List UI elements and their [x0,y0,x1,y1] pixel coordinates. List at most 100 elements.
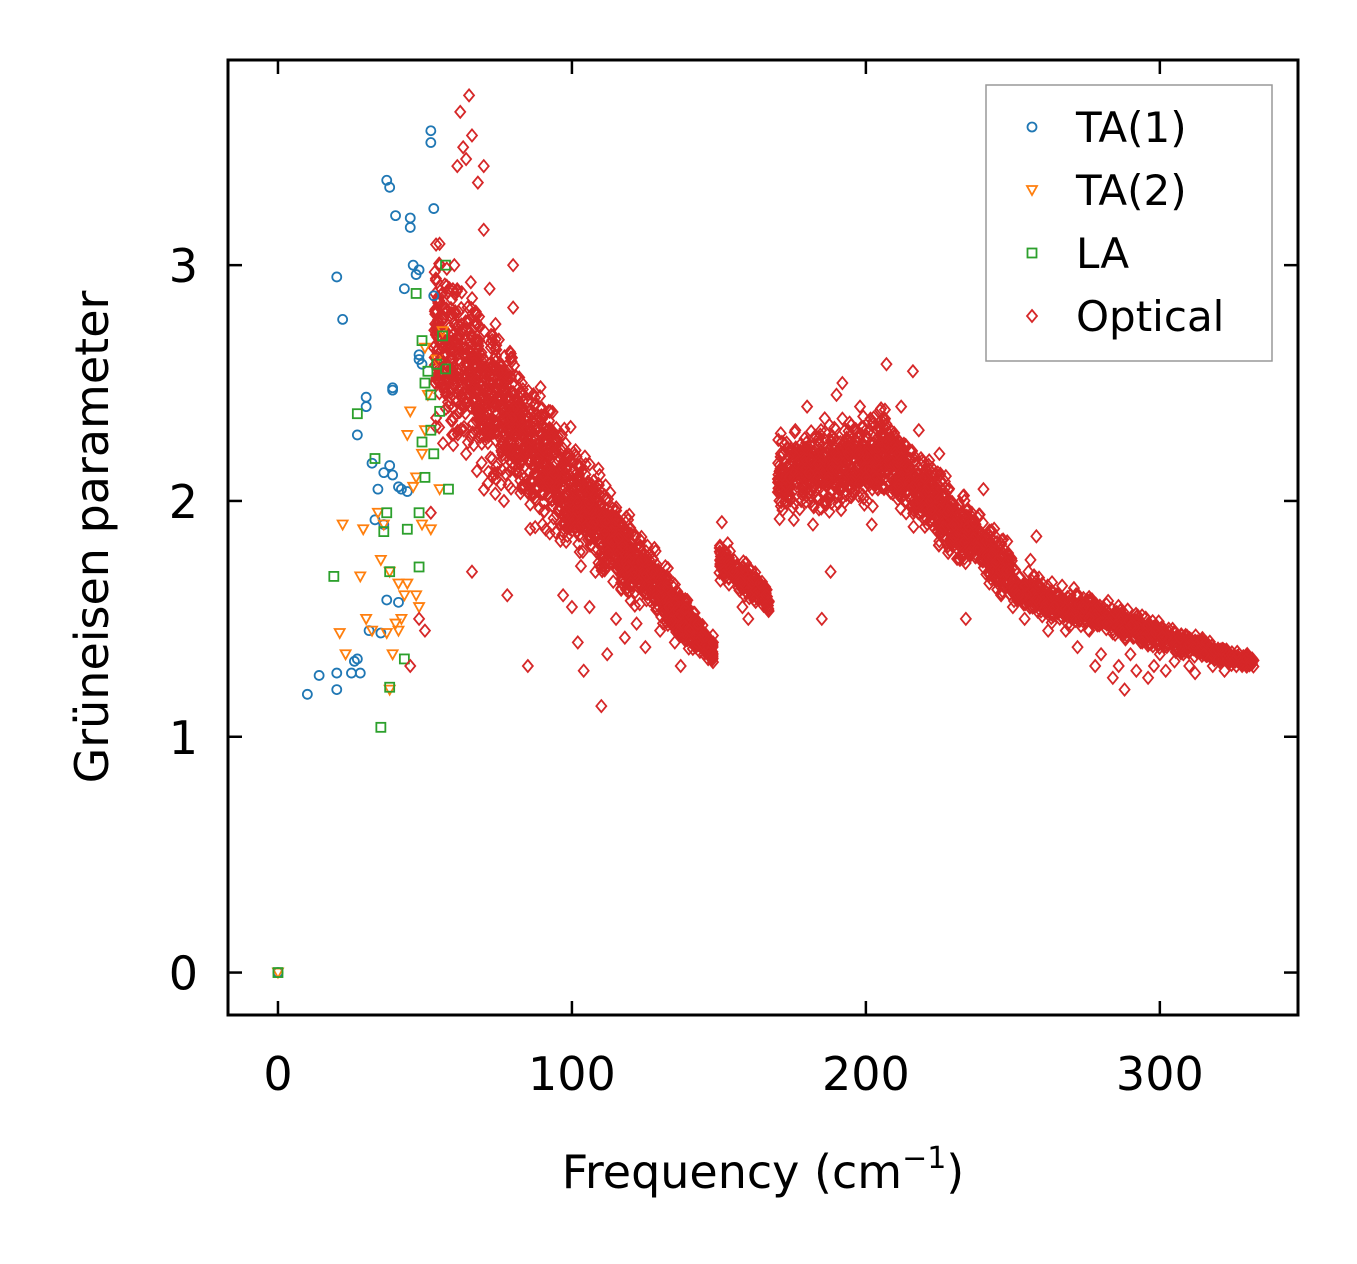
optical-band-point [574,558,588,574]
optical-band-point [516,479,529,495]
optical-band-point [554,533,567,549]
optical-band-point [551,488,564,504]
optical-band-point [896,441,909,457]
optical-band-point [986,546,999,562]
optical-band-point [562,486,575,502]
optical-band-point [1032,570,1046,586]
optical-point [1136,635,1149,650]
optical-band-point [597,507,611,523]
optical-band-point [464,362,478,378]
ta-1-point [393,481,404,493]
optical-point [618,630,632,646]
ta-2-point [433,484,447,497]
optical-band-point [839,460,852,476]
ta-2-point [389,618,403,631]
optical-band-point [799,452,812,468]
optical-point [1012,587,1025,603]
optical-band-point [550,467,563,482]
optical-band-point [628,584,642,600]
optical-band-point [542,403,555,419]
optical-band-point [583,456,596,472]
ta-1-point [401,486,413,497]
optical-band-point [962,518,975,534]
optical-point [1147,658,1161,674]
optical-point [706,635,720,650]
optical-band-point [835,478,848,494]
optical-band-point [489,486,502,502]
optical-band-point [473,402,486,418]
optical-point [471,175,485,191]
optical-band-point [592,461,605,477]
ta-2-point [383,684,397,697]
optical-point [815,611,828,627]
optical-band-point [1030,591,1043,607]
optical-band-point [570,523,583,539]
optical-point [515,375,529,391]
optical-band-point [456,341,470,356]
optical-band-point [795,461,808,477]
optical-band-point [598,562,611,578]
ta-2-point [403,406,417,419]
optical-point [947,517,961,532]
optical-band-point [773,511,786,527]
optical-point [874,422,887,438]
optical-point [530,422,543,438]
optical-band-point [1045,610,1058,626]
optical-band-point [621,580,634,596]
la-point [443,483,454,495]
optical-band-point [538,486,551,501]
ta-2-point [415,519,429,532]
la-point [369,453,381,464]
optical-band-point [429,237,443,252]
optical-band-point [994,585,1008,601]
optical-band-point [695,628,708,644]
optical-band-point [447,409,460,425]
optical-point [1118,682,1131,697]
optical-band-point [971,534,985,550]
optical-band-point [582,501,595,517]
x-tick-label: 100 [528,1047,616,1101]
optical-band-point [832,496,845,511]
optical-band-point [458,347,472,363]
ta-1-point [384,181,396,193]
optical-band-point [501,389,514,404]
optical-band-point [476,354,489,370]
optical-point [583,599,596,615]
optical-band-point [1050,598,1064,614]
ta-1-point [372,483,384,495]
ta-1-point [404,222,416,233]
optical-point [983,576,996,591]
optical-band-point [907,519,920,535]
optical-band-point [847,484,860,499]
optical-band-point [523,521,537,537]
optical-band-point [923,514,936,529]
optical-band-point [473,429,487,445]
optical-band-point [775,434,789,450]
optical-point [477,222,490,238]
optical-point [889,446,902,462]
optical-point [565,599,579,615]
optical-point [595,559,608,575]
optical-band-point [563,474,576,490]
optical-point [1077,599,1090,615]
optical-band-point [560,461,573,477]
optical-point [448,257,461,273]
optical-band-point [658,603,671,619]
ta-2-point [371,507,385,520]
optical-band-point [536,400,549,416]
optical-band-point [836,411,849,427]
ta-2-point [415,448,429,461]
ta-1-point [360,401,372,413]
optical-band-point [995,544,1009,560]
optical-band-point [989,551,1003,566]
optical-band-point [431,316,444,332]
optical-band-point [429,316,442,332]
optical-point [648,592,661,608]
optical-band-point [598,514,612,529]
optical-band-point [628,564,642,580]
optical-band-point [492,364,505,380]
optical-band-point [749,564,762,580]
ta-2-point [409,590,423,603]
optical-point [1197,646,1211,662]
optical-band-point [807,446,821,462]
